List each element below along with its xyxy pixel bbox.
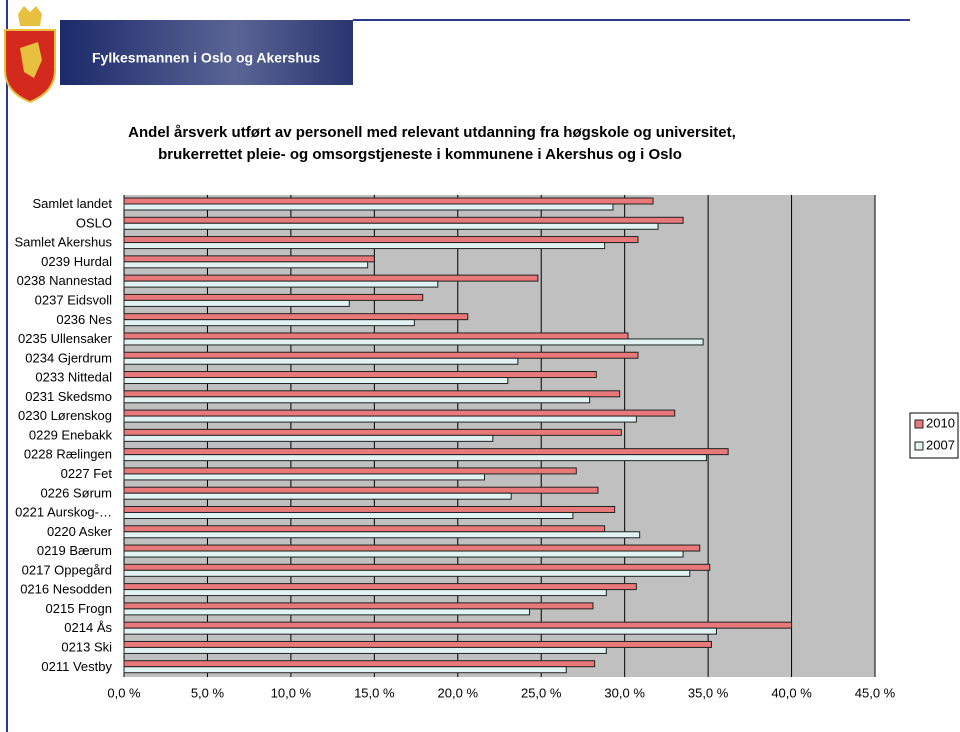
bar <box>123 236 639 244</box>
bar <box>123 467 577 475</box>
bar <box>123 511 574 519</box>
bar <box>123 396 591 404</box>
bar <box>123 621 793 629</box>
x-tick-label: 35,0 % <box>688 685 729 700</box>
y-tick-label: 0228 Rælingen <box>24 447 112 462</box>
y-tick-label: 0233 Nittedal <box>35 370 112 385</box>
y-tick-label: 0231 Skedsmo <box>25 389 112 404</box>
legend-label: 2010 <box>926 415 955 430</box>
bar <box>123 357 519 365</box>
bar <box>123 531 641 539</box>
bar <box>123 589 607 597</box>
bar <box>123 371 597 379</box>
bar <box>123 627 717 635</box>
bar <box>123 261 369 269</box>
chart-subtitle: brukerrettet pleie- og omsorgstjeneste i… <box>158 146 682 163</box>
y-tick-label: Samlet landet <box>33 196 113 211</box>
x-tick-label: 0,0 % <box>107 685 141 700</box>
bar <box>123 242 606 250</box>
bar <box>123 274 539 282</box>
bar <box>123 583 637 591</box>
y-tick-label: 0219 Bærum <box>37 543 112 558</box>
y-tick-label: 0220 Asker <box>47 524 113 539</box>
bar <box>123 473 485 481</box>
bar <box>123 222 659 230</box>
y-tick-label: 0226 Sørum <box>40 485 112 500</box>
bar <box>123 550 684 558</box>
bar <box>123 448 729 456</box>
legend-swatch <box>914 419 924 429</box>
x-tick-label: 25,0 % <box>521 685 562 700</box>
crown <box>18 6 42 26</box>
y-tick-label: 0230 Lørenskog <box>18 408 112 423</box>
lion <box>20 42 42 78</box>
legend-label: 2007 <box>926 437 955 452</box>
bar <box>123 486 599 494</box>
bar <box>123 293 424 301</box>
y-tick-label: 0229 Enebakk <box>29 427 113 442</box>
x-tick-label: 30,0 % <box>604 685 645 700</box>
bar <box>123 492 512 500</box>
bar <box>123 434 494 442</box>
bar <box>123 409 676 417</box>
bar <box>123 313 469 321</box>
bar <box>123 216 684 224</box>
bar <box>123 602 594 610</box>
x-tick-label: 15,0 % <box>354 685 395 700</box>
x-tick-label: 10,0 % <box>271 685 312 700</box>
chart-title: Andel årsverk utført av personell med re… <box>128 124 736 141</box>
bar <box>123 660 596 668</box>
y-tick-label: Samlet Akershus <box>14 235 112 250</box>
y-tick-label: 0214 Ås <box>64 620 112 635</box>
bar <box>123 332 629 340</box>
bar <box>123 377 509 385</box>
y-tick-label: 0238 Nannestad <box>17 273 112 288</box>
legend-swatch <box>914 441 924 451</box>
y-tick-label: 0217 Oppegård <box>22 562 112 577</box>
bar <box>123 255 375 263</box>
x-tick-label: 45,0 % <box>855 685 896 700</box>
bar <box>123 505 616 513</box>
bar <box>123 338 704 346</box>
y-tick-label: 0216 Nesodden <box>20 582 112 597</box>
y-tick-label: 0227 Fet <box>61 466 113 481</box>
bar <box>123 525 606 533</box>
bar <box>123 646 607 654</box>
header-banner <box>60 20 353 85</box>
y-tick-label: 0211 Vestby <box>41 659 112 674</box>
bar <box>123 280 439 288</box>
header-title: Fylkesmannen i Oslo og Akershus <box>92 50 320 66</box>
y-tick-label: 0221 Aurskog-… <box>15 505 112 520</box>
bar <box>123 390 621 398</box>
x-tick-label: 5,0 % <box>191 685 225 700</box>
y-tick-label: 0235 Ullensaker <box>18 331 113 346</box>
bar <box>123 563 711 571</box>
bar <box>123 569 691 577</box>
bar <box>123 544 701 552</box>
y-tick-label: 0239 Hurdal <box>41 254 112 269</box>
bar <box>123 428 622 436</box>
y-tick-label: 0215 Frogn <box>46 601 113 616</box>
x-tick-label: 20,0 % <box>438 685 479 700</box>
bar <box>123 454 707 462</box>
bar <box>123 197 654 205</box>
y-tick-label: OSLO <box>76 215 112 230</box>
y-tick-label: 0234 Gjerdrum <box>25 350 112 365</box>
bar <box>123 203 614 211</box>
y-tick-label: 0236 Nes <box>56 312 112 327</box>
y-tick-label: 0213 Ski <box>61 640 112 655</box>
bar <box>123 640 712 648</box>
bar <box>123 299 350 307</box>
y-tick-label: 0237 Eidsvoll <box>35 292 112 307</box>
bar <box>123 415 637 423</box>
bar <box>123 351 639 359</box>
bar <box>123 608 531 616</box>
x-tick-label: 40,0 % <box>771 685 812 700</box>
bar <box>123 319 415 327</box>
bar <box>123 666 567 674</box>
